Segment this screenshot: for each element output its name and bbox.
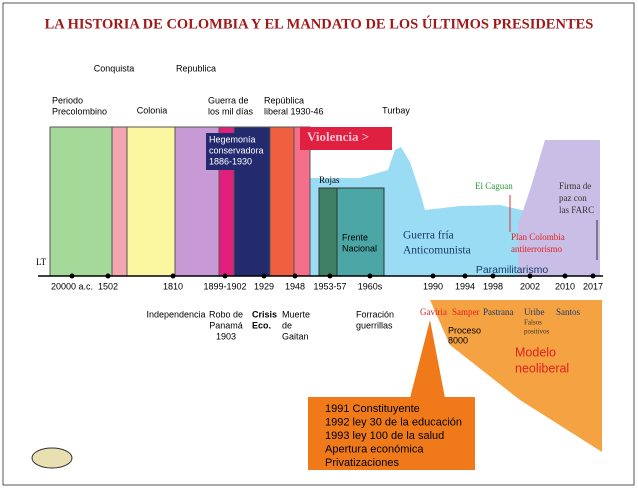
period-label: Plan Colombia: [511, 232, 565, 242]
timeline-dot: [527, 273, 533, 279]
timeline-date: 2017: [583, 281, 603, 291]
timeline-dot: [261, 273, 267, 279]
timeline-date: 1899-1902: [203, 281, 246, 291]
period-label: Violencia >: [307, 129, 369, 144]
timeline-date: 2010: [555, 281, 575, 291]
event-label: Panamá: [209, 320, 243, 330]
timeline-dot: [222, 273, 228, 279]
timeline-date: 1953-57: [313, 281, 346, 291]
timeline-dot: [105, 273, 111, 279]
conquista-block: [111, 126, 128, 277]
reform: Apertura económica: [325, 443, 424, 455]
period-label: Periodo: [52, 95, 83, 105]
colonia-block: [126, 126, 176, 277]
president: Samper: [452, 307, 480, 317]
period-label: Nacional: [342, 243, 377, 253]
timeline-dot: [327, 273, 333, 279]
event-label: positivos: [524, 328, 550, 336]
period-label: Colonia: [137, 105, 168, 115]
timeline-date: 20000 a.c.: [51, 281, 93, 291]
timeline-dot: [490, 273, 496, 279]
period-label: LT: [36, 257, 47, 267]
liberal-block: [269, 126, 295, 277]
event-label: 8000: [448, 335, 468, 345]
rojas-block: [318, 187, 338, 277]
period-label: Precolombino: [52, 106, 107, 116]
title: LA HISTORIA DE COLOMBIA Y EL MANDATO DE …: [45, 15, 594, 32]
event-label: guerrillas: [356, 320, 393, 330]
president: Uribe: [524, 307, 545, 317]
timeline-date: 2002: [520, 281, 540, 291]
timeline-date: 1948: [285, 281, 305, 291]
timeline-dot: [170, 273, 176, 279]
president: Pastrana: [483, 307, 514, 317]
period-label: Conquista: [94, 63, 135, 73]
event-label: Independencia: [146, 309, 205, 319]
hegemonia-label-box: [206, 133, 265, 170]
event-label: Muerte: [282, 309, 310, 319]
period-label: Rojas: [319, 175, 340, 185]
event-label: Falsos: [524, 319, 542, 327]
timeline-dot: [69, 273, 75, 279]
period-label: 1886-1930: [209, 156, 252, 166]
frente-block: [336, 187, 385, 277]
peace-area: [518, 140, 600, 276]
reform: 1991 Constituyente: [325, 403, 420, 415]
period-label: Republica: [176, 63, 216, 73]
event-label: 1903: [216, 331, 236, 341]
reform: 1993 ley 100 de la salud: [325, 430, 444, 442]
logo: [31, 447, 73, 469]
period-label: Paramilitarismo: [476, 264, 549, 276]
period-label: Frente: [342, 232, 368, 242]
timeline-date: 1502: [98, 281, 118, 291]
timeline-date: 1990: [423, 281, 443, 291]
timeline-dot: [292, 273, 298, 279]
precolombino-block: [49, 126, 113, 277]
period-label: paz con: [559, 193, 587, 203]
period-label: Guerra de: [208, 95, 249, 105]
event-label: Crisis: [252, 309, 277, 319]
timeline-dot: [462, 273, 468, 279]
period-label: las FARC: [559, 205, 594, 215]
event-label: Proceso: [448, 325, 481, 335]
period-label: antiterrorismo: [511, 244, 562, 254]
reform: 1992 ley 30 de la educación: [325, 416, 462, 428]
period-label: Anticomunista: [403, 245, 471, 257]
timeline-date: 1960s: [358, 281, 383, 291]
period-label: República: [264, 95, 304, 105]
president: Santos: [556, 307, 581, 317]
event-label: Gaitan: [282, 331, 309, 341]
reforms-box: [308, 397, 475, 470]
timeline-dot: [590, 273, 596, 279]
reform: Privatizaciones: [325, 457, 399, 469]
violencia-bar: [300, 127, 392, 150]
event-label: de: [282, 320, 292, 330]
timeline-dot: [430, 273, 436, 279]
period-label: liberal 1930-46: [264, 106, 324, 116]
event-label: neoliberal: [515, 361, 569, 375]
period-label: Firma de: [559, 181, 591, 191]
period-label: conservadora: [209, 145, 264, 155]
period-label: los mil días: [208, 106, 254, 116]
timeline-dot: [367, 273, 373, 279]
period-label: Guerra fría: [403, 230, 454, 242]
president: Gaviria: [420, 307, 447, 317]
timeline-date: 1994: [455, 281, 475, 291]
event-label: Eco.: [252, 320, 271, 330]
period-label: Turbay: [382, 105, 410, 115]
timeline-date: 1929: [254, 281, 274, 291]
event-label: Modelo: [515, 345, 556, 359]
event-label: Forración: [356, 309, 394, 319]
period-label: El Caguan: [475, 181, 513, 191]
timeline-date: 1998: [483, 281, 503, 291]
timeline-dot: [562, 273, 568, 279]
neoliberal-area: [430, 300, 602, 452]
timeline-date: 1810: [163, 281, 183, 291]
reforms-arrow: [410, 320, 445, 398]
period-label: Hegemonía: [209, 134, 256, 144]
event-label: Robo de: [209, 309, 243, 319]
